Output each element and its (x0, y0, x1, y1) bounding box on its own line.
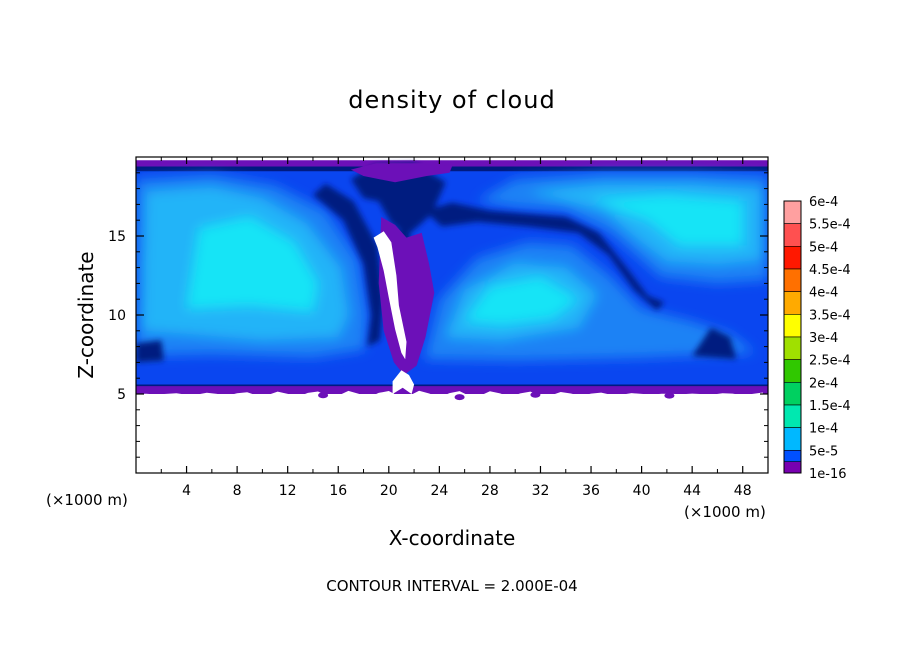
clear-slot (373, 231, 407, 360)
x-unit-label-left: (×1000 m) (46, 491, 128, 509)
downdraft-cap (350, 163, 452, 183)
colorbar-label: 5e-4 (809, 240, 838, 255)
anvil-core (591, 194, 743, 246)
downdraft-top (350, 163, 446, 236)
chart-title: density of cloud (348, 86, 556, 114)
right-base-ridge (692, 327, 737, 360)
colorbar-label: 1.5e-4 (809, 399, 851, 414)
clear-air-region (136, 390, 768, 473)
x-tick-label: 44 (683, 483, 701, 499)
colorbar-label: 5.5e-4 (809, 218, 851, 233)
colorbar-swatch (783, 427, 802, 451)
colorbar-swatch (783, 291, 802, 315)
cloud-density-field (136, 160, 768, 473)
colorbar-label: 3e-4 (809, 331, 838, 346)
y-axis: 5 10 15 (108, 172, 768, 458)
x-tick-label: 4 (182, 483, 191, 499)
left-cell-lobe (142, 199, 193, 268)
colorbar-swatch (783, 223, 802, 247)
x-tick-label: 40 (633, 483, 651, 499)
colorbar-label: 6e-4 (809, 195, 838, 210)
x-tick-label: 20 (380, 483, 398, 499)
colorbar-label: 2e-4 (809, 376, 838, 391)
x-tick-label: 16 (329, 483, 347, 499)
colorbar-label: 1e-16 (809, 467, 847, 482)
x-tick-label: 48 (734, 483, 752, 499)
y-tick-label: 5 (117, 387, 126, 403)
colorbar-label: 3.5e-4 (809, 308, 851, 323)
x-tick-label: 28 (481, 483, 499, 499)
left-cell (136, 174, 368, 358)
colorbar-label: 4e-4 (809, 286, 838, 301)
colorbar-swatch (783, 359, 802, 383)
x-tick-label: 36 (582, 483, 600, 499)
anvil-edge-ridge (424, 202, 665, 311)
colorbar-swatch-min (783, 461, 802, 474)
colorbar-swatch (783, 336, 802, 360)
colorbar: 6e-4 5.5e-4 5e-4 4.5e-4 4e-4 3.5e-4 3e-4 2.5e-4… (783, 195, 851, 482)
left-cell-ridge (313, 183, 384, 347)
colorbar-swatch (783, 404, 802, 428)
right-cell-core (464, 277, 579, 325)
y-tick-label: 15 (108, 229, 126, 245)
colorbar-frame (783, 200, 802, 474)
colorbar-label: 5e-5 (809, 444, 838, 459)
colorbar-label: 4.5e-4 (809, 263, 851, 278)
colorbar-label: 2.5e-4 (809, 354, 851, 369)
left-cell-core (186, 217, 318, 312)
x-axis: 4 8 12 16 20 24 28 32 36 40 44 48 (160, 157, 752, 499)
x-tick-label: 32 (532, 483, 550, 499)
left-base-ridge (136, 340, 164, 363)
colorbar-swatch (783, 246, 802, 270)
x-unit-label-right: (×1000 m) (684, 503, 766, 521)
colorbar-label: 1e-4 (809, 422, 838, 437)
clear-notch (392, 370, 415, 394)
base-bump (530, 391, 541, 398)
colorbar-swatch (783, 268, 802, 292)
x-tick-label: 24 (430, 483, 448, 499)
colorbar-swatch (783, 200, 802, 224)
base-bump (664, 392, 675, 399)
right-cell (424, 172, 768, 361)
colorbar-swatch (783, 382, 802, 406)
x-tick-label: 8 (233, 483, 242, 499)
colorbar-swatch (783, 314, 802, 338)
contour-interval-note: CONTOUR INTERVAL = 2.000E-04 (326, 577, 578, 595)
y-tick-label: 10 (108, 308, 126, 324)
base-bump (454, 394, 465, 401)
x-axis-label: X-coordinate (388, 526, 516, 550)
base-bump (318, 392, 329, 399)
x-tick-label: 12 (279, 483, 297, 499)
